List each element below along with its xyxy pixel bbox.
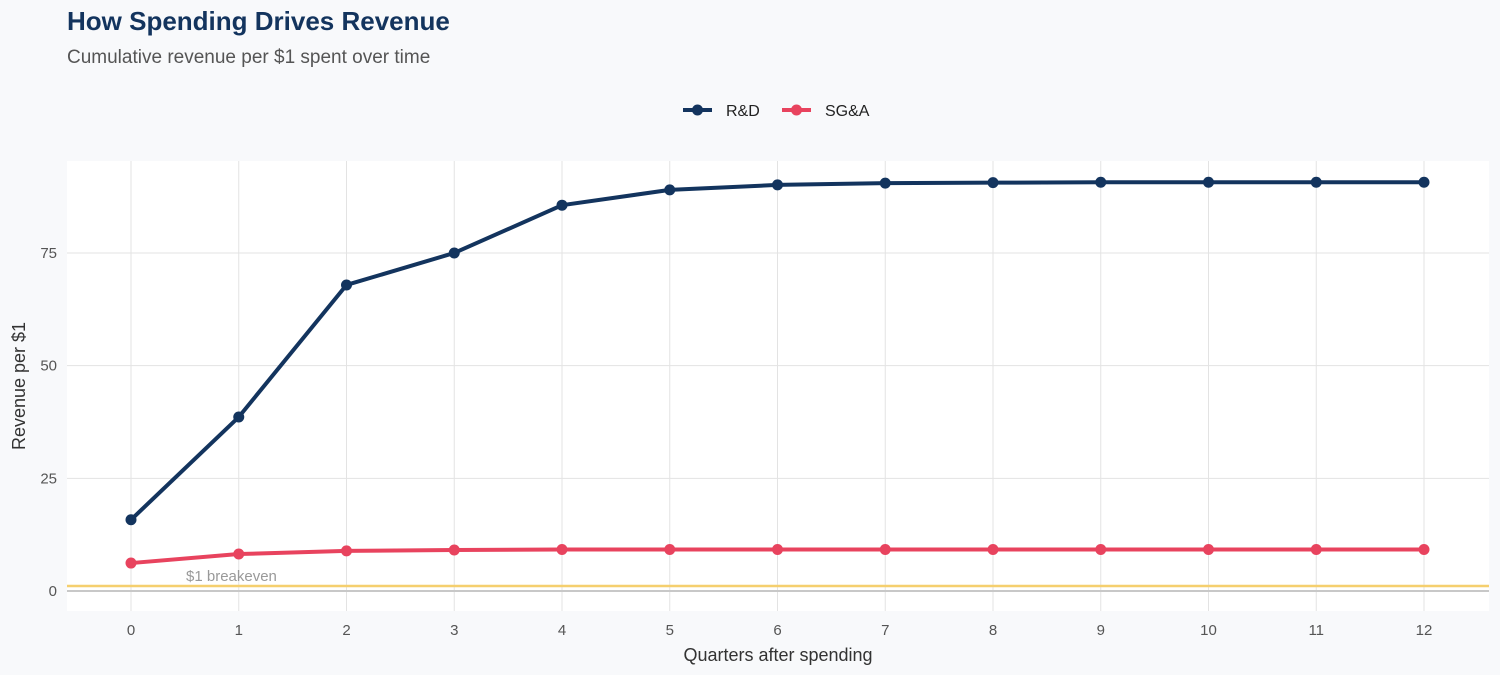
x-tick-label: 10 [1200,622,1217,639]
data-point [1418,544,1430,556]
x-tick-label: 7 [881,622,889,639]
x-tick-label: 6 [773,622,781,639]
legend-item: SG&A [782,103,870,120]
x-tick-label: 2 [342,622,350,639]
chart-title: How Spending Drives Revenue [67,6,450,36]
data-point [341,545,352,557]
data-point [125,557,137,569]
legend-label: SG&A [825,103,870,120]
y-tick-label: 25 [40,470,57,487]
data-point [1310,176,1322,188]
data-point [1203,544,1214,556]
data-point [556,544,568,556]
data-point [1095,544,1107,556]
data-point [987,177,999,189]
y-tick-label: 50 [40,358,57,375]
x-tick-label: 4 [558,622,566,639]
legend: R&D SG&A [683,103,870,120]
data-point [448,544,460,556]
legend-marker [791,104,802,116]
data-point [1310,544,1322,556]
data-point [772,179,783,191]
data-point [125,514,137,526]
data-point [664,184,676,196]
data-point [664,544,676,556]
data-point [1203,176,1214,188]
x-tick-label: 0 [127,622,135,639]
x-tick-label: 9 [1097,622,1105,639]
x-tick-label: 11 [1308,622,1324,639]
x-tick-label: 1 [235,622,243,639]
data-point [233,411,245,423]
legend-label: R&D [726,103,760,120]
data-point [879,544,891,556]
legend-marker [692,104,703,116]
x-tick-label: 8 [989,622,997,639]
x-tick-label: 5 [666,622,674,639]
y-tick-label: 0 [49,583,57,600]
y-tick-label: 75 [40,245,57,262]
data-point [1095,176,1107,188]
data-point [341,279,352,291]
series-sga [125,544,1430,569]
data-point [987,544,999,556]
series-rd [125,176,1430,526]
breakeven-label: $1 breakeven [186,568,277,585]
data-point [1418,176,1430,188]
data-point [556,199,568,211]
y-axis-label: Revenue per $1 [9,322,29,450]
x-axis-label: Quarters after spending [683,645,872,665]
chart-subtitle: Cumulative revenue per $1 spent over tim… [67,47,431,68]
x-tick-label: 12 [1416,622,1433,639]
data-point [772,544,783,556]
data-point [879,177,891,189]
x-tick-label: 3 [450,622,458,639]
legend-item: R&D [683,103,760,120]
data-point [233,548,245,560]
data-point [448,247,460,259]
